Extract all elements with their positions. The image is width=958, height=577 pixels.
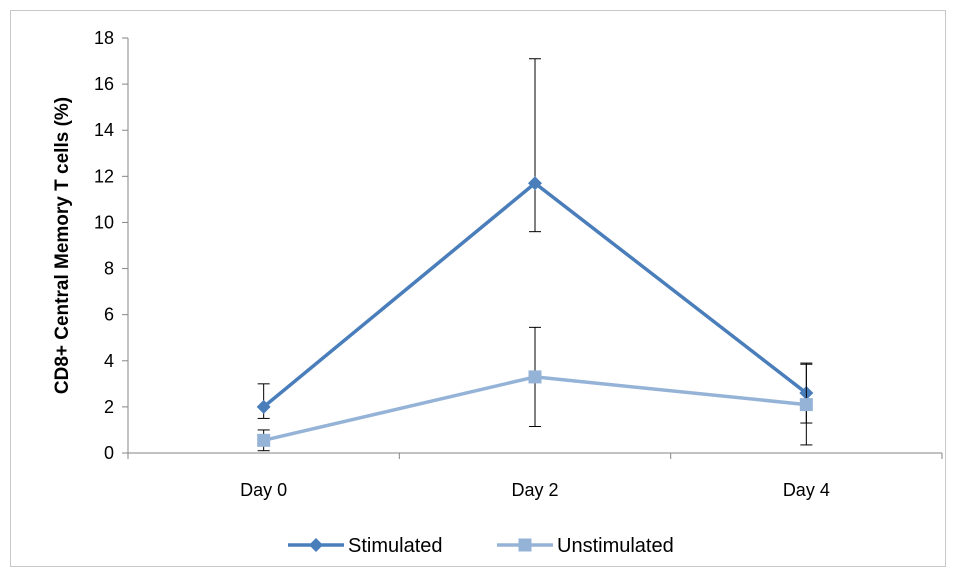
legend-item-unstimulated: Unstimulated bbox=[497, 535, 674, 557]
y-tick-label: 8 bbox=[104, 259, 114, 279]
x-tick-label: Day 4 bbox=[783, 480, 830, 500]
data-point bbox=[528, 370, 542, 384]
y-tick-label: 14 bbox=[94, 120, 114, 140]
y-tick-label: 4 bbox=[104, 351, 114, 371]
data-point bbox=[257, 433, 271, 447]
legend: Stimulated Unstimulated bbox=[288, 535, 674, 557]
legend-label: Unstimulated bbox=[557, 535, 674, 557]
axes bbox=[127, 38, 942, 454]
series-layer bbox=[256, 58, 814, 452]
legend-marker bbox=[518, 538, 532, 552]
data-point bbox=[799, 398, 813, 412]
y-tick-label: 18 bbox=[94, 28, 114, 48]
y-tick-label: 16 bbox=[94, 74, 114, 94]
data-point bbox=[256, 399, 271, 414]
x-tick-label: Day 0 bbox=[240, 480, 287, 500]
y-axis-label: CD8+ Central Memory T cells (%) bbox=[52, 97, 73, 394]
legend-item-stimulated: Stimulated bbox=[288, 535, 443, 557]
legend-label: Stimulated bbox=[348, 535, 443, 557]
x-axis-ticks: Day 0 Day 2 Day 4 bbox=[127, 453, 943, 500]
y-tick-label: 0 bbox=[104, 443, 114, 463]
x-tick-label: Day 2 bbox=[511, 480, 558, 500]
y-tick-label: 12 bbox=[94, 166, 114, 186]
y-tick-label: 2 bbox=[104, 397, 114, 417]
y-axis-ticks: 0 2 4 6 8 10 12 14 16 18 bbox=[94, 28, 128, 463]
y-tick-label: 6 bbox=[104, 305, 114, 325]
legend-marker bbox=[309, 538, 323, 552]
chart-frame bbox=[10, 10, 946, 567]
y-tick-label: 10 bbox=[94, 212, 114, 232]
series-stimulated bbox=[256, 58, 814, 424]
series-unstimulated bbox=[257, 326, 813, 452]
data-point bbox=[528, 176, 542, 191]
